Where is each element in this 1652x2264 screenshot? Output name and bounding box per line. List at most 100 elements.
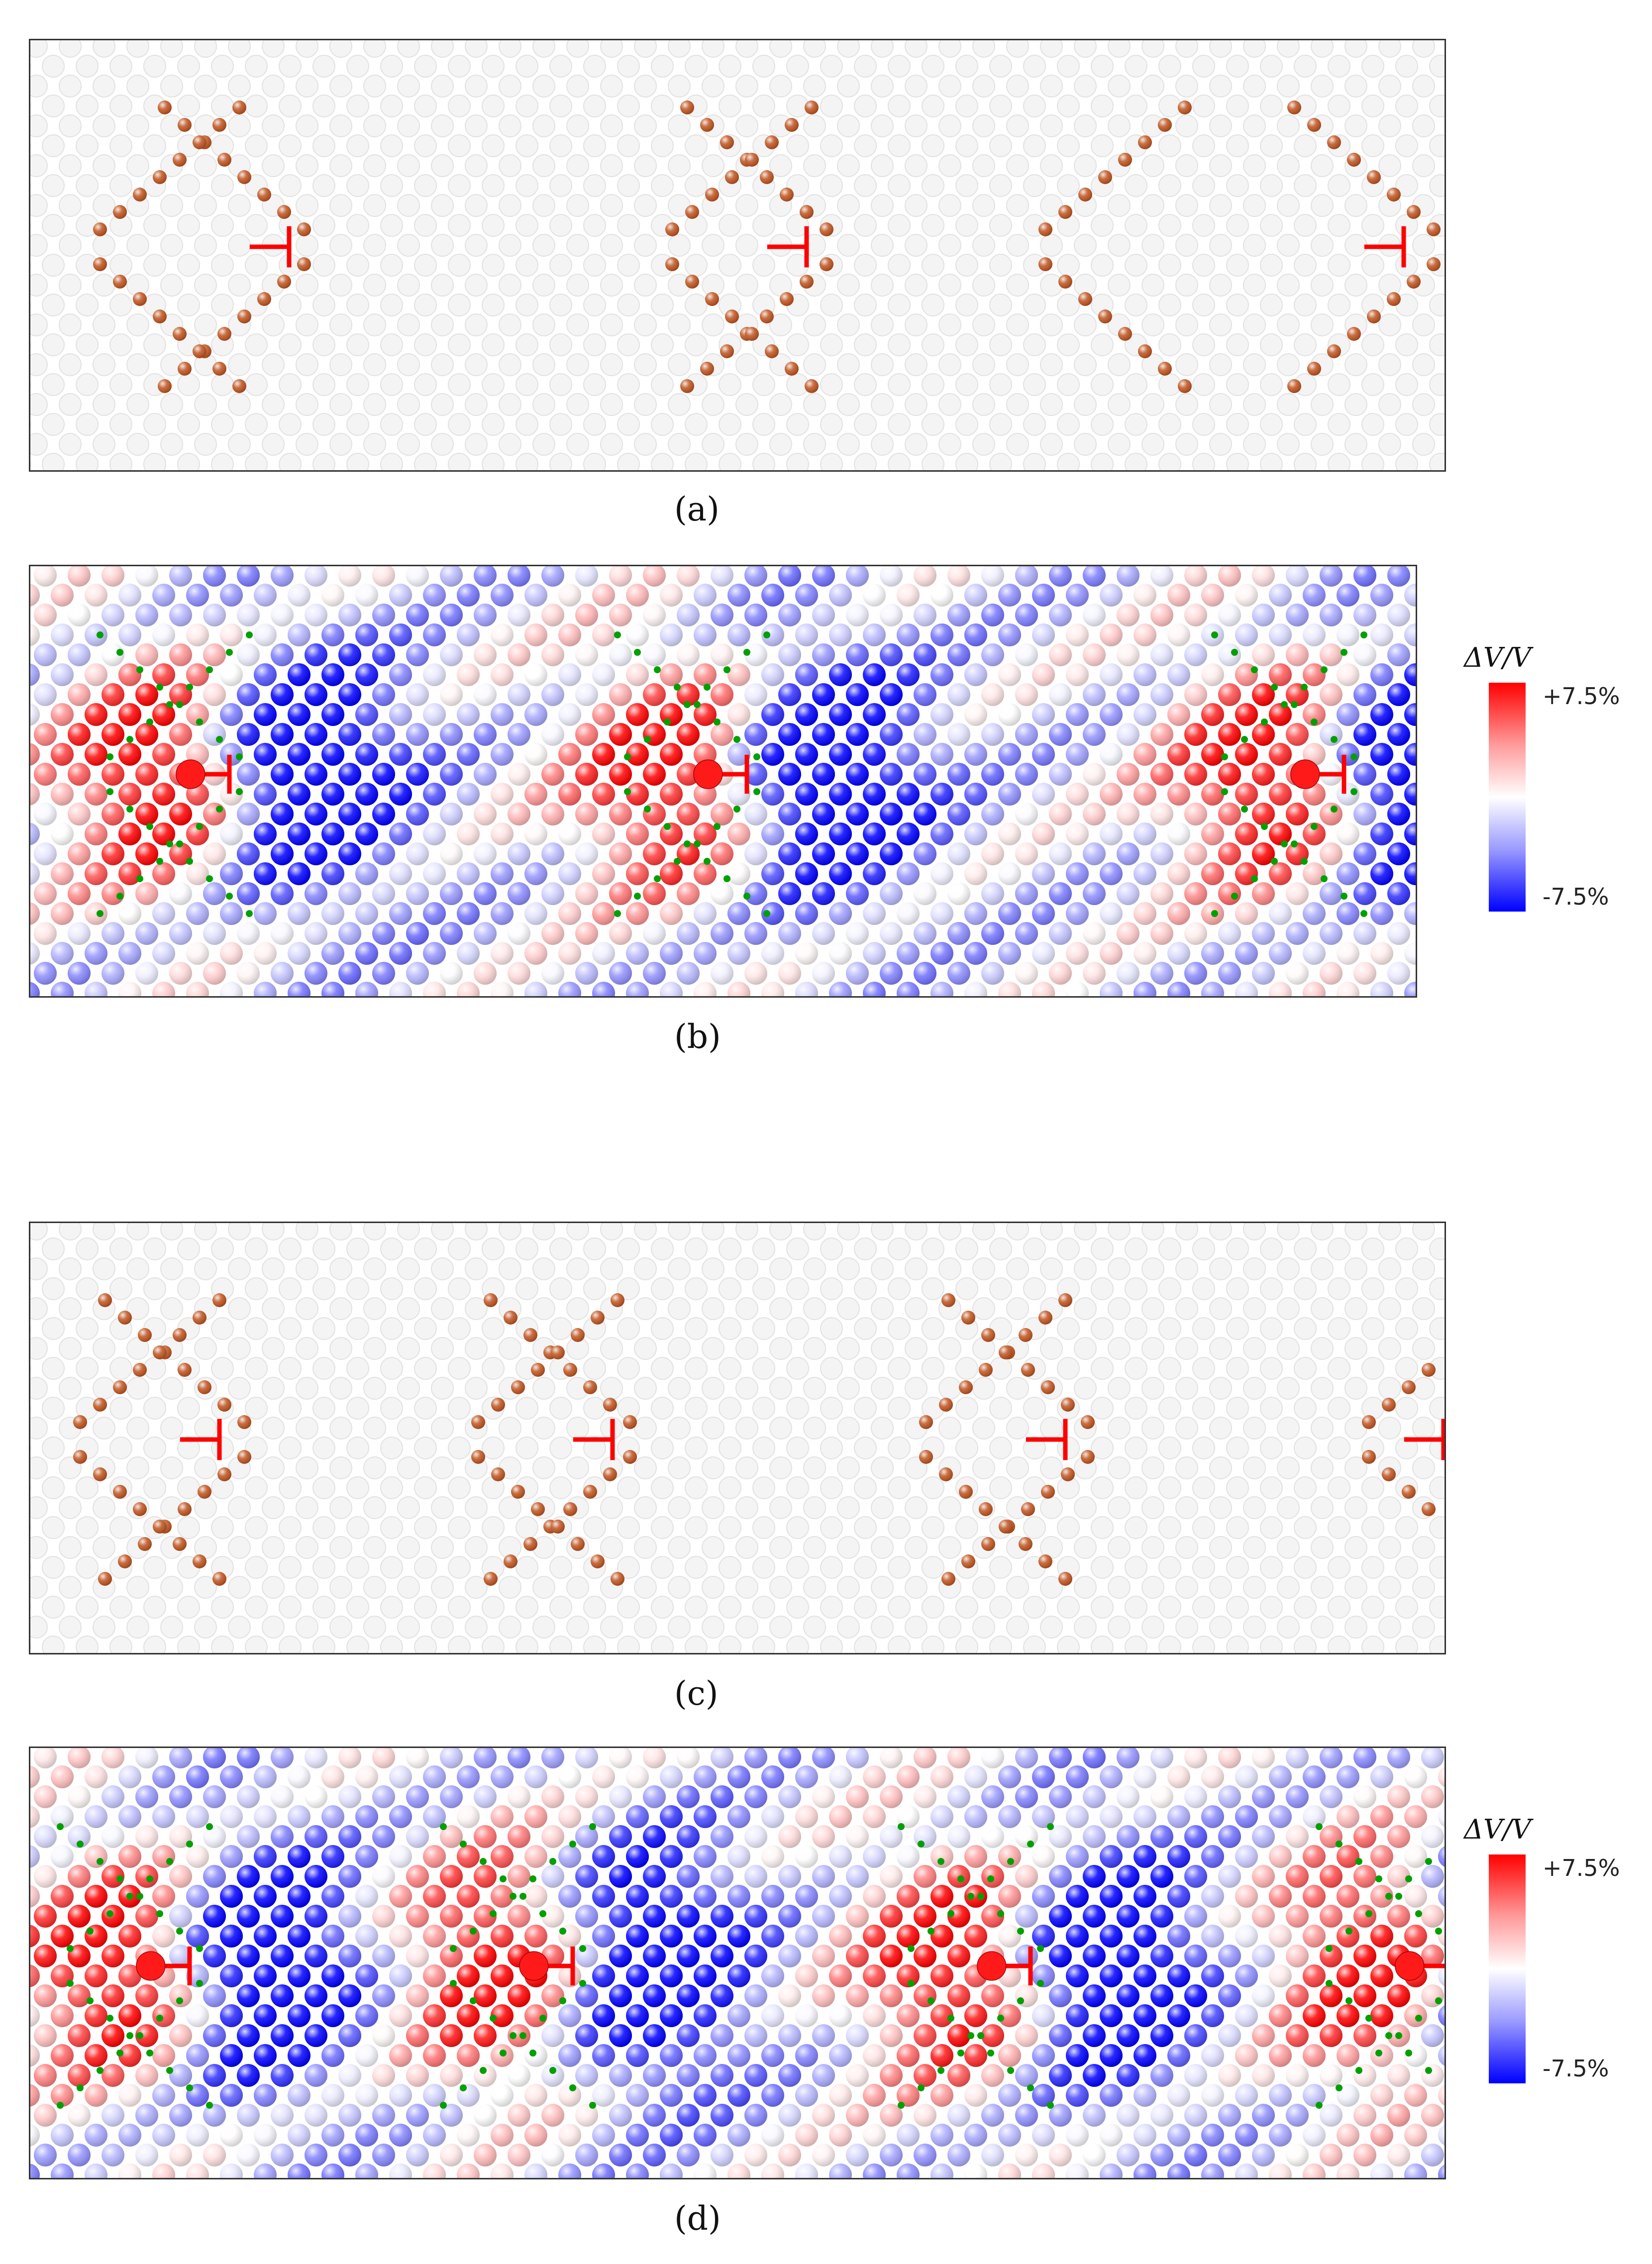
host-atom bbox=[279, 1516, 302, 1539]
strain-atom bbox=[829, 862, 852, 885]
host-atom bbox=[1192, 1357, 1215, 1380]
strain-atom bbox=[30, 584, 40, 607]
strain-atom bbox=[660, 2124, 683, 2147]
strain-atom bbox=[914, 2024, 936, 2047]
host-atom bbox=[1344, 234, 1367, 257]
host-atom bbox=[1175, 1576, 1198, 1599]
solute-atom bbox=[1021, 1363, 1035, 1377]
host-atom bbox=[211, 1596, 234, 1619]
solute-atom bbox=[531, 1363, 545, 1377]
host-atom bbox=[262, 433, 285, 456]
strain-atom bbox=[237, 723, 260, 746]
strain-atom bbox=[1387, 882, 1410, 905]
strain-atom bbox=[1032, 1845, 1055, 1868]
strain-atom bbox=[863, 1885, 886, 1908]
strain-atom bbox=[1387, 723, 1410, 746]
host-atom bbox=[59, 1536, 82, 1559]
host-atom bbox=[499, 1576, 521, 1599]
strain-atom bbox=[1218, 1785, 1241, 1808]
host-atom bbox=[871, 1257, 894, 1280]
host-atom bbox=[1023, 1237, 1046, 1260]
strain-atom bbox=[1066, 663, 1089, 686]
glide-marker bbox=[1027, 1841, 1034, 1848]
host-atom bbox=[1192, 1556, 1215, 1579]
strain-atom bbox=[102, 803, 124, 825]
strain-atom bbox=[271, 1945, 294, 1967]
strain-atom bbox=[254, 1805, 277, 1828]
host-atom bbox=[1141, 1536, 1164, 1559]
host-atom bbox=[414, 1596, 437, 1619]
strain-atom bbox=[711, 683, 733, 706]
strain-atom bbox=[744, 1865, 767, 1888]
host-atom bbox=[1074, 1223, 1097, 1240]
host-atom bbox=[1040, 114, 1063, 137]
host-atom bbox=[1175, 114, 1198, 137]
strain-atom bbox=[846, 1825, 869, 1848]
strain-atom bbox=[863, 862, 886, 885]
host-atom bbox=[1209, 1456, 1232, 1479]
host-atom bbox=[532, 1417, 555, 1440]
strain-atom bbox=[1015, 566, 1038, 587]
solute-atom bbox=[979, 1502, 993, 1516]
host-atom bbox=[922, 1636, 944, 1653]
host-atom bbox=[228, 433, 251, 456]
host-atom bbox=[1277, 313, 1300, 336]
strain-atom bbox=[68, 2064, 91, 2087]
strain-atom bbox=[186, 2004, 209, 2027]
host-atom bbox=[532, 393, 555, 416]
strain-atom bbox=[1286, 723, 1309, 746]
dislocation-symbol bbox=[1290, 754, 1346, 794]
strain-atom bbox=[711, 643, 733, 666]
strain-atom bbox=[338, 2104, 361, 2127]
host-atom bbox=[126, 393, 149, 416]
host-atom bbox=[1328, 1596, 1350, 1619]
strain-atom bbox=[220, 663, 243, 686]
host-atom bbox=[414, 413, 437, 436]
glide-marker bbox=[1037, 1980, 1044, 1987]
strain-atom bbox=[1167, 783, 1190, 806]
host-atom bbox=[1429, 413, 1445, 436]
strain-atom bbox=[812, 2104, 835, 2127]
host-atom bbox=[245, 1476, 268, 1499]
strain-atom bbox=[863, 1765, 886, 1788]
strain-atom bbox=[1066, 2004, 1089, 2027]
strain-atom bbox=[930, 2163, 953, 2178]
strain-atom bbox=[711, 2104, 733, 2127]
strain-atom bbox=[1252, 1785, 1275, 1808]
strain-atom bbox=[1032, 2004, 1055, 2027]
strain-atom bbox=[305, 1785, 327, 1808]
strain-atom bbox=[406, 2144, 429, 2166]
strain-atom bbox=[727, 982, 750, 996]
host-atom bbox=[735, 75, 758, 98]
host-atom bbox=[346, 1596, 369, 1619]
host-atom bbox=[380, 1397, 403, 1420]
host-atom bbox=[414, 1636, 437, 1653]
strain-atom bbox=[660, 584, 683, 607]
host-atom bbox=[1361, 214, 1384, 237]
host-atom bbox=[448, 1437, 471, 1459]
host-atom bbox=[803, 1496, 826, 1519]
strain-atom bbox=[440, 643, 463, 666]
glide-marker bbox=[206, 875, 213, 882]
strain-atom bbox=[491, 2163, 514, 2178]
host-atom bbox=[938, 353, 961, 376]
host-atom bbox=[1361, 254, 1384, 277]
glide-marker bbox=[1425, 1858, 1432, 1865]
strain-atom bbox=[812, 1748, 835, 1768]
host-atom bbox=[549, 1596, 572, 1619]
host-atom bbox=[380, 1476, 403, 1499]
host-atom bbox=[262, 114, 285, 137]
strain-atom bbox=[68, 1984, 91, 2007]
strain-atom bbox=[880, 882, 903, 905]
strain-atom bbox=[1066, 982, 1089, 996]
strain-atom bbox=[795, 1805, 818, 1828]
host-atom bbox=[143, 254, 166, 277]
host-atom bbox=[346, 1556, 369, 1579]
host-atom bbox=[1395, 214, 1418, 237]
strain-atom bbox=[1184, 1905, 1207, 1928]
host-atom bbox=[955, 1397, 978, 1420]
host-atom bbox=[211, 373, 234, 396]
strain-atom bbox=[1100, 2124, 1123, 2147]
host-atom bbox=[617, 55, 640, 78]
host-atom bbox=[143, 214, 166, 237]
